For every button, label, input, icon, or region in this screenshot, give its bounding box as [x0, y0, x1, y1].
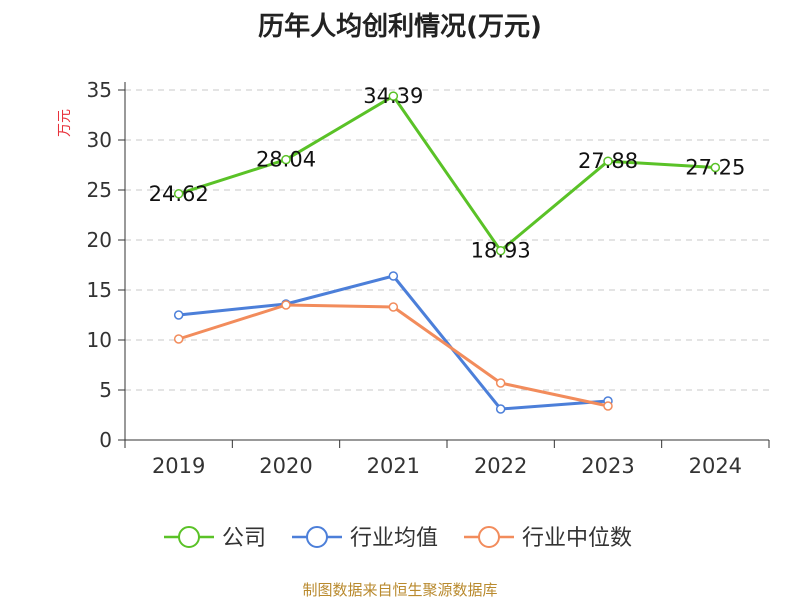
legend: 公司 行业均值 行业中位数 [164, 526, 632, 551]
y-tick-label: 15 [87, 278, 112, 302]
y-tick-label: 10 [87, 328, 112, 352]
chart-title: 历年人均创利情况(万元) [258, 11, 542, 42]
legend-label: 行业中位数 [522, 526, 632, 551]
x-tick-label: 2022 [474, 454, 527, 478]
y-tick-label: 35 [87, 78, 112, 102]
data-point [495, 245, 506, 256]
y-tick-label: 0 [99, 428, 112, 452]
data-label: 27.88 [578, 149, 638, 173]
y-tick-label: 30 [87, 128, 112, 152]
data-point [281, 300, 291, 310]
legend-label: 公司 [222, 526, 266, 551]
data-point [173, 334, 184, 344]
source-note: 制图数据来自恒生聚源数据库 [302, 581, 497, 599]
series-line [177, 274, 610, 411]
data-label: 34.39 [363, 84, 423, 108]
axes: 0 5 10 15 20 25 30 35 2019 2020 2021 2022 2023 2024 [87, 78, 770, 478]
x-tick-label: 2020 [259, 454, 312, 478]
data-point [173, 310, 184, 320]
series-line [177, 94, 717, 253]
data-label: 18.93 [471, 239, 531, 263]
x-tick-label: 2023 [581, 454, 634, 478]
series-line [177, 303, 610, 408]
data-point [603, 401, 613, 411]
series-lines [173, 91, 721, 414]
y-tick-label: 25 [87, 178, 112, 202]
legend-swatch-marker [306, 526, 328, 548]
data-label: 27.25 [685, 156, 745, 180]
x-tick-label: 2019 [152, 454, 205, 478]
legend-label: 行业均值 [350, 526, 438, 551]
x-tick-label: 2021 [367, 454, 420, 478]
legend-swatch-marker [178, 526, 200, 548]
data-labels: 24.62 28.04 34.39 18.93 27.88 27.25 [149, 84, 746, 263]
data-point [495, 404, 506, 414]
data-point [710, 162, 721, 173]
data-point [173, 189, 184, 199]
gridlines [125, 89, 769, 391]
data-label: 24.62 [149, 182, 209, 206]
y-tick-label: 5 [99, 378, 112, 402]
data-point [603, 156, 613, 166]
y-axis-label: 万元 [57, 109, 73, 137]
data-point [495, 378, 506, 388]
data-point [388, 302, 399, 312]
legend-swatch-marker [478, 526, 500, 548]
y-tick-label: 20 [87, 228, 112, 252]
data-point [281, 154, 291, 165]
data-label: 28.04 [256, 148, 316, 172]
data-point [388, 91, 399, 101]
data-point [388, 271, 399, 281]
x-tick-label: 2024 [689, 454, 742, 478]
